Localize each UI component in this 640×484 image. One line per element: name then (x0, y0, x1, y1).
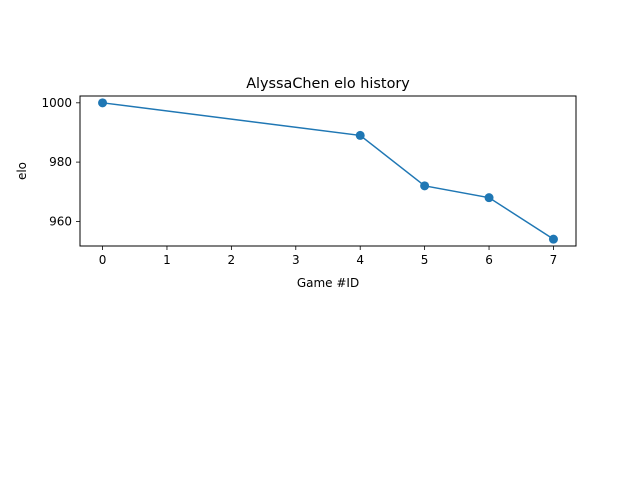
data-point (420, 181, 430, 191)
x-tick-label: 6 (485, 253, 493, 267)
data-point (548, 234, 558, 244)
data-point (98, 98, 108, 108)
series-layer (98, 98, 558, 244)
chart-title: AlyssaChen elo history (246, 76, 410, 92)
x-tick-label: 0 (99, 253, 107, 267)
y-tick-label: 960 (49, 214, 72, 228)
data-point (484, 193, 494, 203)
data-point (355, 130, 365, 140)
x-tick-label: 7 (550, 253, 558, 267)
x-tick-label: 2 (228, 253, 236, 267)
plot-area-frame (79, 95, 577, 247)
x-tick-label: 1 (163, 253, 171, 267)
x-axis-ticks: 0 1 2 3 4 5 6 7 (99, 246, 558, 267)
y-tick-label: 980 (49, 155, 72, 169)
y-axis-ticks: 960 980 1000 (41, 96, 80, 228)
x-axis-label: Game #ID (297, 276, 359, 290)
y-tick-label: 1000 (41, 96, 72, 110)
x-tick-label: 4 (356, 253, 364, 267)
x-tick-label: 3 (292, 253, 300, 267)
x-tick-label: 5 (421, 253, 429, 267)
series-line (102, 102, 554, 240)
y-axis-label: elo (15, 162, 29, 180)
